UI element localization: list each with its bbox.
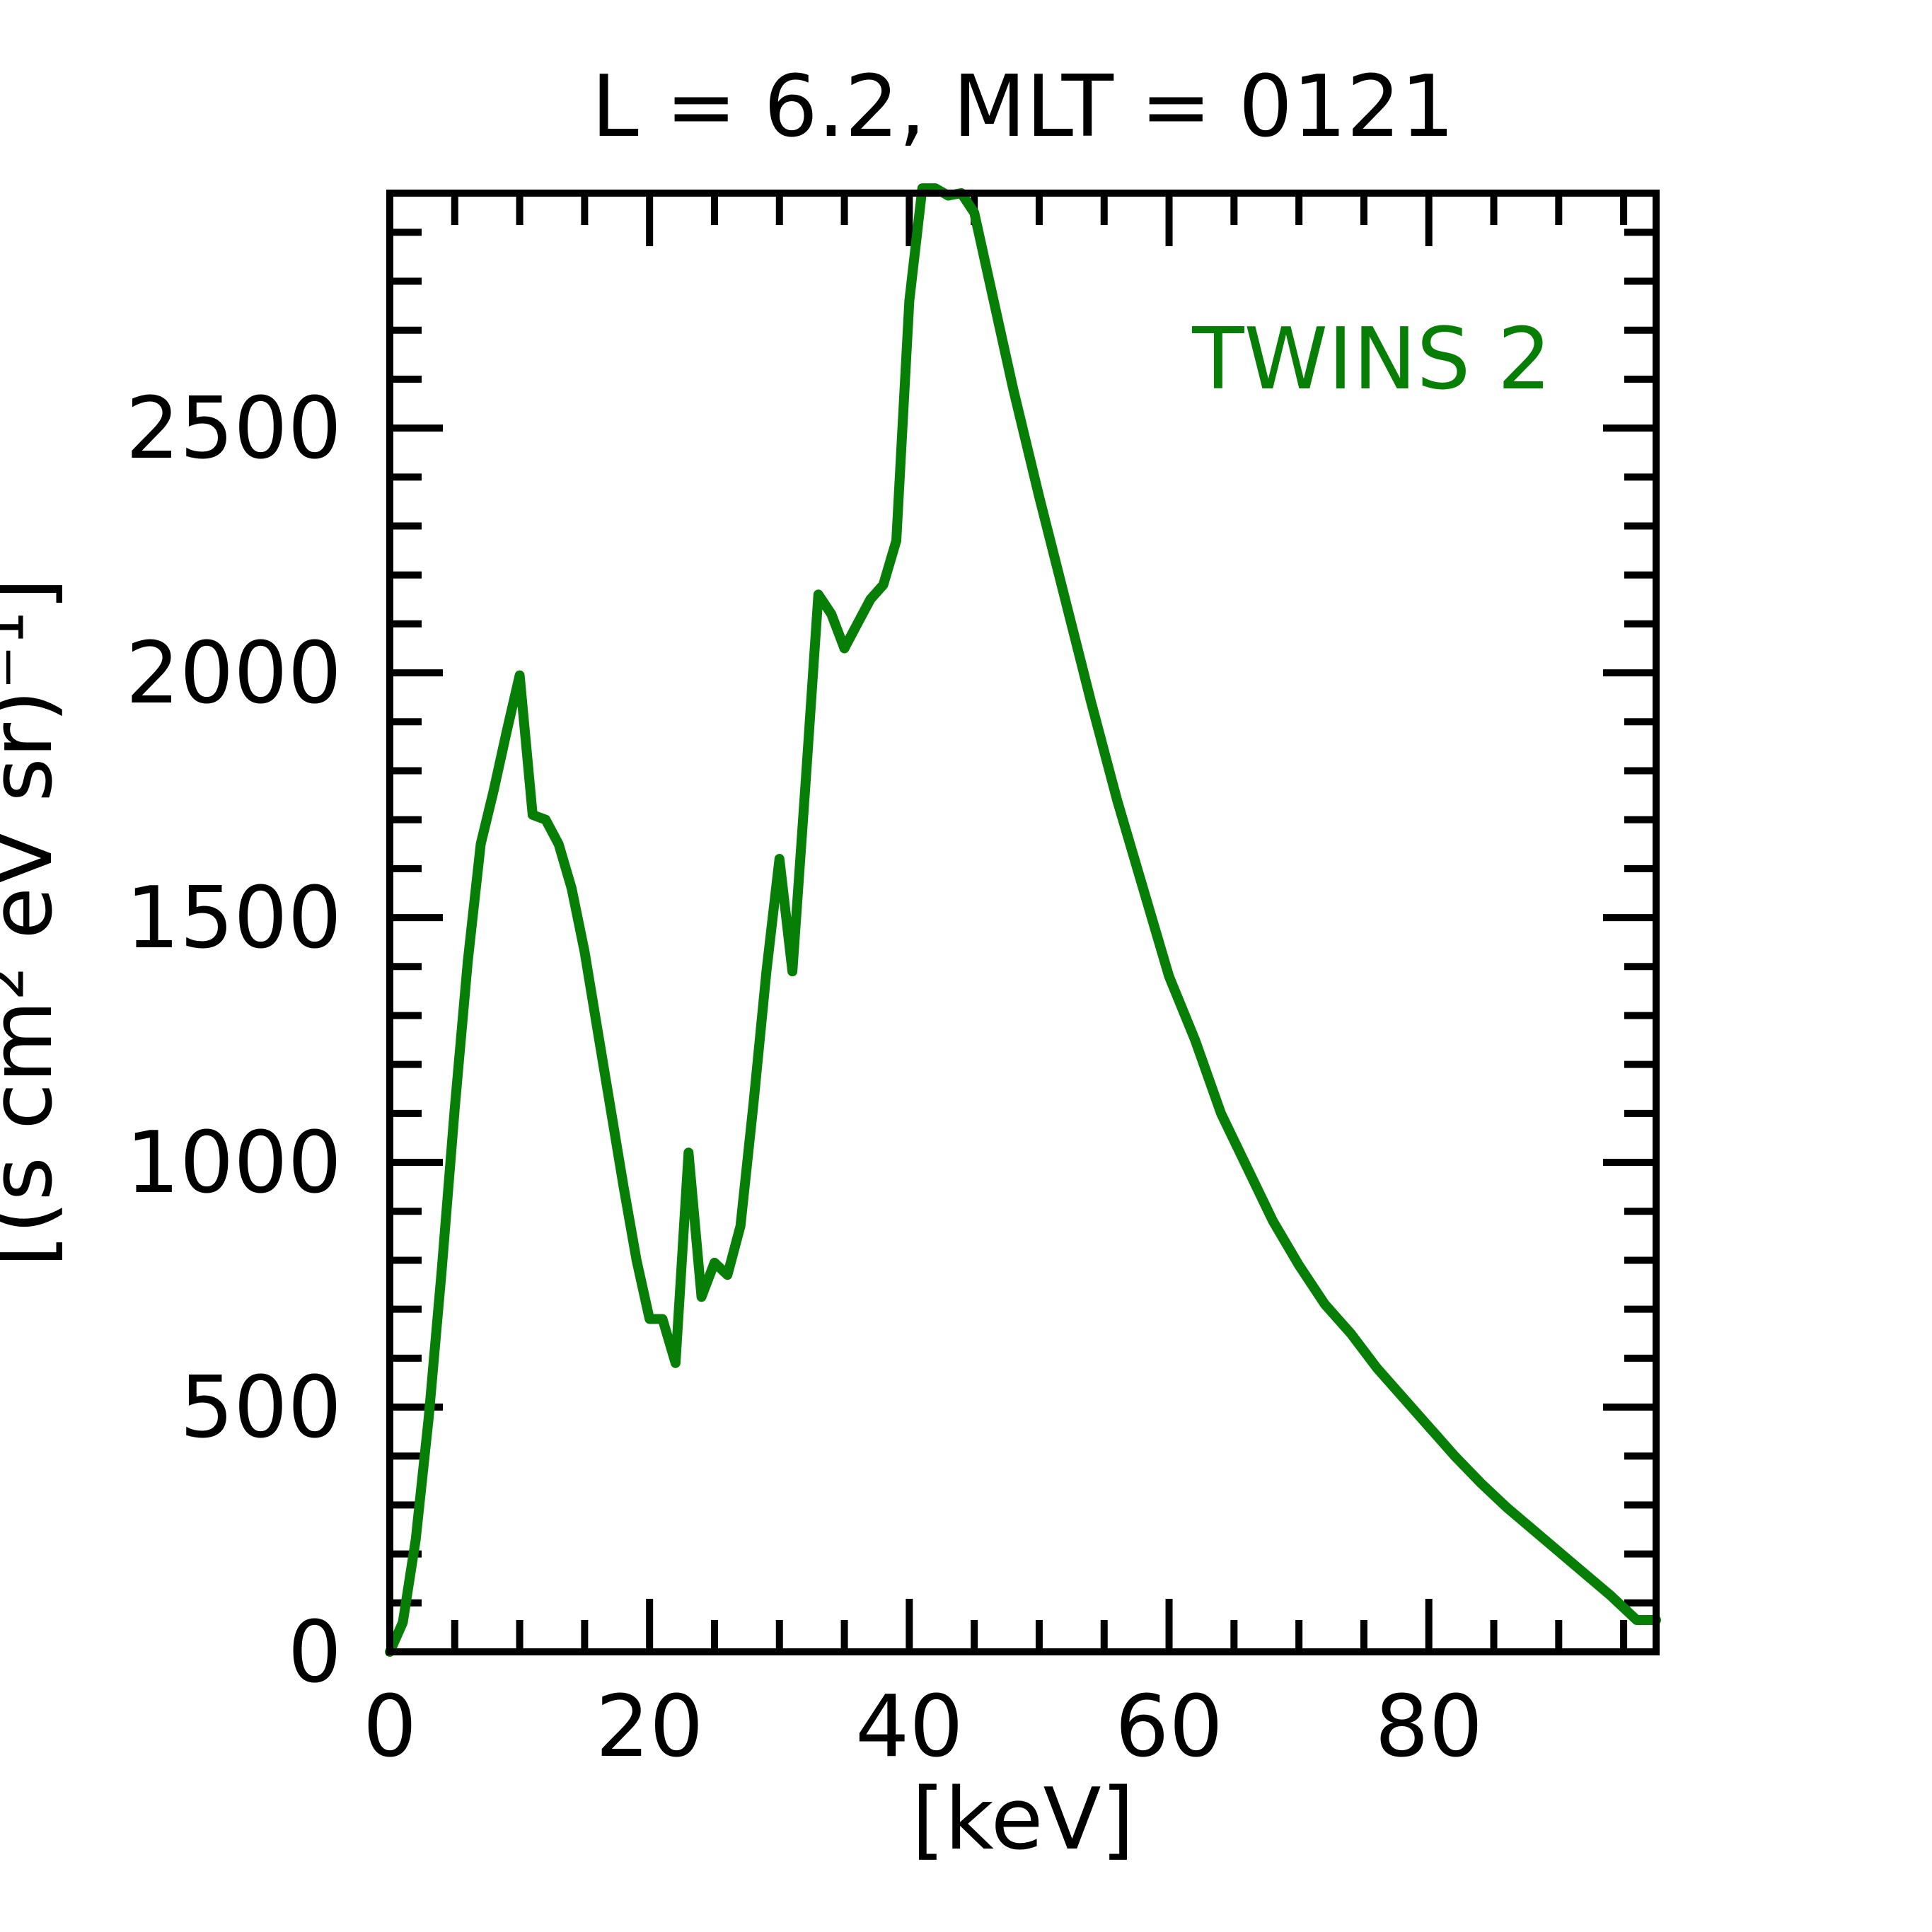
x-axis-label: [keV]	[912, 1771, 1135, 1869]
series-line-twins-2	[385, 183, 1661, 1657]
ticks-layer	[386, 193, 1656, 1655]
y-tick-label: 1000	[126, 1114, 342, 1213]
y-tick-label: 2500	[126, 380, 342, 478]
x-tick-label: 20	[596, 1678, 704, 1776]
legend-label: TWINS 2	[1191, 311, 1551, 409]
x-tick-label: 60	[1115, 1678, 1223, 1776]
series-layer	[385, 183, 1661, 1657]
x-tick-label: 40	[855, 1678, 964, 1776]
y-tick-label: 0	[288, 1604, 342, 1702]
y-tick-label: 2000	[126, 625, 342, 723]
x-tick-label: 80	[1375, 1678, 1483, 1776]
y-tick-label: 500	[180, 1359, 342, 1457]
tick-labels: 0 20 40 60 80 0 500 1000 1500 2000 2500	[126, 380, 1483, 1776]
y-tick-label: 1500	[126, 869, 342, 968]
y-axis-label: [(s cm² eV sr)⁻¹]	[0, 578, 71, 1267]
chart-title: L = 6.2, MLT = 0121	[591, 58, 1454, 156]
plot-frame	[386, 190, 1660, 1655]
x-tick-label: 0	[363, 1678, 417, 1776]
